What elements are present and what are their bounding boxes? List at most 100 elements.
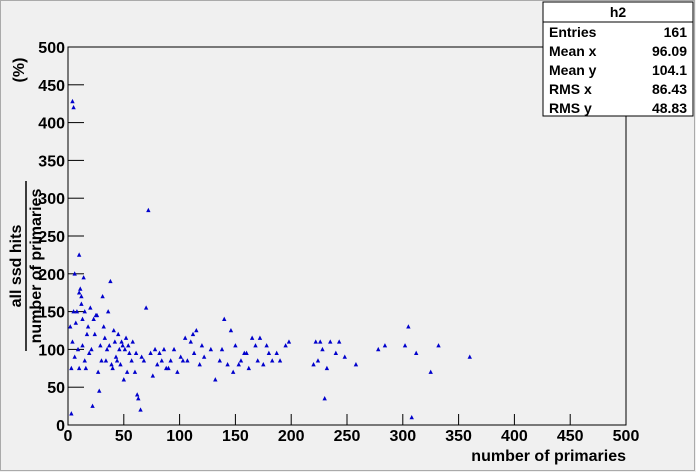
point xyxy=(143,305,149,310)
point xyxy=(313,339,318,344)
y-label-numerator: all ssd hits xyxy=(8,225,25,308)
point xyxy=(157,350,162,355)
point xyxy=(148,350,153,355)
x-tick-label: 350 xyxy=(445,428,472,445)
point xyxy=(138,407,143,412)
x-tick-label: 100 xyxy=(166,428,193,445)
point xyxy=(152,346,158,352)
point xyxy=(112,339,118,344)
y-tick-label: 500 xyxy=(38,40,65,57)
point xyxy=(103,358,109,363)
x-tick-label: 450 xyxy=(557,428,584,445)
point xyxy=(180,358,186,363)
y-tick-label: 450 xyxy=(38,78,65,95)
point xyxy=(94,312,100,318)
point xyxy=(315,358,321,363)
point xyxy=(108,278,113,284)
point xyxy=(107,343,112,348)
y-label-denominator: number of primaries xyxy=(28,189,45,344)
point xyxy=(139,354,144,359)
point xyxy=(78,286,83,291)
point xyxy=(246,365,251,371)
point xyxy=(274,350,279,355)
point xyxy=(409,414,414,420)
stats-key: Mean x xyxy=(549,43,597,59)
point xyxy=(102,335,108,340)
point xyxy=(270,358,275,363)
point xyxy=(101,324,106,329)
y-tick-label: 50 xyxy=(47,380,65,397)
point xyxy=(83,365,89,371)
point xyxy=(333,350,339,355)
stats-value: 104.1 xyxy=(652,62,687,78)
point xyxy=(336,339,342,344)
point xyxy=(70,98,75,104)
point xyxy=(89,346,94,352)
stats-key: Entries xyxy=(549,24,597,40)
point xyxy=(171,346,177,352)
point xyxy=(161,346,167,352)
point xyxy=(159,358,164,363)
point xyxy=(95,369,101,374)
y-tick-label: 200 xyxy=(38,267,65,284)
point xyxy=(73,320,79,325)
point xyxy=(79,293,84,299)
point xyxy=(155,362,160,367)
stats-value: 48.83 xyxy=(652,100,687,116)
stats-value: 96.09 xyxy=(652,43,687,59)
point xyxy=(76,252,82,257)
point xyxy=(261,362,266,367)
point xyxy=(75,346,81,352)
point xyxy=(217,358,222,363)
point xyxy=(130,339,135,344)
point xyxy=(88,305,93,310)
point xyxy=(122,346,128,352)
point xyxy=(72,271,77,276)
point xyxy=(127,350,132,355)
point xyxy=(190,331,196,337)
point xyxy=(82,358,87,363)
point xyxy=(266,350,272,355)
point xyxy=(382,343,388,348)
point xyxy=(353,362,359,367)
point xyxy=(286,339,292,344)
x-tick-label: 400 xyxy=(501,428,528,445)
point xyxy=(91,316,96,321)
point xyxy=(85,324,91,329)
point xyxy=(402,343,408,348)
point xyxy=(126,343,131,348)
point xyxy=(219,346,225,352)
point xyxy=(178,354,183,359)
point xyxy=(406,324,411,329)
point xyxy=(71,309,76,314)
point xyxy=(376,346,381,352)
point xyxy=(264,343,269,348)
y-tick-label: 400 xyxy=(38,116,65,133)
y-tick-label: 250 xyxy=(38,229,65,246)
point xyxy=(70,339,75,344)
y-label-unit: (%) xyxy=(11,58,28,83)
x-tick-label: 0 xyxy=(64,428,73,445)
y-tick-label: 350 xyxy=(38,153,65,170)
point xyxy=(255,358,260,363)
point xyxy=(311,362,316,367)
point xyxy=(257,335,263,340)
point xyxy=(238,358,244,363)
point xyxy=(324,365,330,371)
point xyxy=(436,343,441,348)
point xyxy=(97,388,102,393)
point xyxy=(320,346,325,352)
point xyxy=(76,365,82,371)
point xyxy=(80,343,85,348)
point xyxy=(318,339,323,344)
point xyxy=(90,403,95,408)
point xyxy=(233,343,238,348)
x-axis-label: number of primaries xyxy=(471,448,626,465)
point xyxy=(118,362,123,367)
point xyxy=(114,358,120,363)
point xyxy=(79,301,84,306)
stats-key: RMS y xyxy=(549,100,592,116)
point xyxy=(116,331,121,337)
point xyxy=(141,358,147,363)
x-tick-label: 250 xyxy=(334,428,361,445)
